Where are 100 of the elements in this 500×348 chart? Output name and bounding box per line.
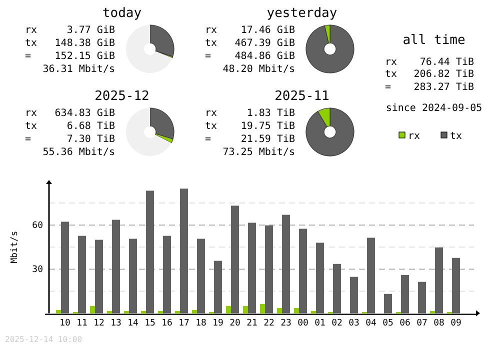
x-tick-label: 10 xyxy=(60,318,70,329)
x-tick-label: 21 xyxy=(246,318,258,329)
x-tick-label: 02 xyxy=(332,318,342,329)
bar xyxy=(197,238,205,314)
text: all time xyxy=(402,33,466,48)
bar xyxy=(265,225,273,314)
bar xyxy=(95,240,103,314)
y-tick-label: 60 xyxy=(32,220,43,231)
bar xyxy=(163,236,171,314)
x-tick-label: 19 xyxy=(212,318,224,329)
text: 7.30 TiB xyxy=(66,134,115,145)
text: 148.38 GiB xyxy=(54,38,115,49)
text: tx xyxy=(205,121,218,132)
text: 21.59 TiB xyxy=(240,134,295,145)
text: 1.83 TiB xyxy=(246,108,295,119)
bar xyxy=(430,310,435,314)
x-tick-label: 23 xyxy=(280,318,292,329)
x-tick-label: 14 xyxy=(128,318,138,329)
x-tick-label: 01 xyxy=(314,318,326,329)
text: rx xyxy=(205,108,218,119)
x-tick-label: 04 xyxy=(366,318,376,329)
legend-label: tx xyxy=(450,131,462,142)
bar xyxy=(243,306,248,314)
bar xyxy=(124,310,129,314)
x-tick-label: 05 xyxy=(382,318,394,329)
x-tick-label: 15 xyxy=(144,318,156,329)
donut-slice xyxy=(150,24,174,58)
donut-slice xyxy=(150,108,174,140)
text: 6.68 TiB xyxy=(66,121,115,132)
x-tick-label: 13 xyxy=(110,318,122,329)
x-tick-label: 06 xyxy=(400,318,410,329)
y-tick-label: 30 xyxy=(32,265,43,276)
x-tick-label: 07 xyxy=(416,318,428,329)
bar xyxy=(61,222,69,314)
chart-title: yesterday xyxy=(266,6,338,21)
text: since 2024-09-05 xyxy=(386,103,482,114)
bar xyxy=(192,310,197,314)
bar xyxy=(231,206,239,314)
donut-slice xyxy=(126,108,172,156)
text: 19.75 TiB xyxy=(240,121,295,132)
bar xyxy=(316,242,324,314)
text: = xyxy=(25,134,32,145)
text: 73.25 Mbit/s xyxy=(222,147,295,158)
text: 76.44 TiB xyxy=(420,57,474,68)
bar xyxy=(418,282,426,314)
donut-slice xyxy=(306,24,354,74)
legend-label: rx xyxy=(408,131,420,142)
bar xyxy=(435,247,443,314)
text: 55.36 Mbit/s xyxy=(42,147,115,158)
x-tick-label: 18 xyxy=(196,318,206,329)
x-tick-label: 22 xyxy=(264,318,274,329)
text: rx xyxy=(25,108,38,119)
bar xyxy=(248,222,256,314)
bar xyxy=(78,236,86,314)
bar xyxy=(350,276,358,314)
text: 484.86 GiB xyxy=(234,51,295,62)
text: 152.15 GiB xyxy=(54,51,115,62)
text: 3.77 GiB xyxy=(66,25,115,36)
donut-slice xyxy=(306,108,354,156)
text: tx xyxy=(385,69,398,80)
text: 36.31 Mbit/s xyxy=(42,64,115,75)
x-tick-label: 08 xyxy=(434,318,444,329)
text: 206.82 TiB xyxy=(414,69,474,80)
chart-title: 2025-11 xyxy=(274,89,330,104)
x-tick-label: 20 xyxy=(230,318,240,329)
bar xyxy=(260,304,265,314)
bar xyxy=(299,228,307,314)
text: = xyxy=(25,51,32,62)
text: rx xyxy=(25,25,38,36)
text: 48.20 Mbit/s xyxy=(222,64,295,75)
bar xyxy=(175,310,180,314)
x-tick-label: 16 xyxy=(162,318,172,329)
bar xyxy=(90,306,95,314)
bar xyxy=(294,308,299,314)
bar xyxy=(226,306,231,314)
text: tx xyxy=(25,121,38,132)
x-tick-label: 03 xyxy=(348,318,360,329)
bar xyxy=(180,188,188,314)
bar xyxy=(311,310,316,314)
x-tick-label: 00 xyxy=(298,318,308,329)
bar xyxy=(141,310,146,314)
bar xyxy=(367,238,375,314)
x-tick-label: 11 xyxy=(76,318,88,329)
bar xyxy=(146,190,154,314)
donut-slice xyxy=(126,25,172,73)
text: 283.27 TiB xyxy=(414,82,474,93)
text: tx xyxy=(205,38,218,49)
bar xyxy=(282,214,290,314)
bar xyxy=(452,258,460,314)
bar xyxy=(384,294,392,314)
x-tick-label: 17 xyxy=(178,318,190,329)
text: = xyxy=(385,82,392,93)
chart-title: 2025-12 xyxy=(94,89,150,104)
bar xyxy=(112,220,120,314)
text: 467.39 GiB xyxy=(234,38,295,49)
text: tx xyxy=(25,38,38,49)
text: = xyxy=(205,134,212,145)
bar xyxy=(401,274,409,314)
chart-title: today xyxy=(102,6,142,21)
bar xyxy=(107,310,112,314)
